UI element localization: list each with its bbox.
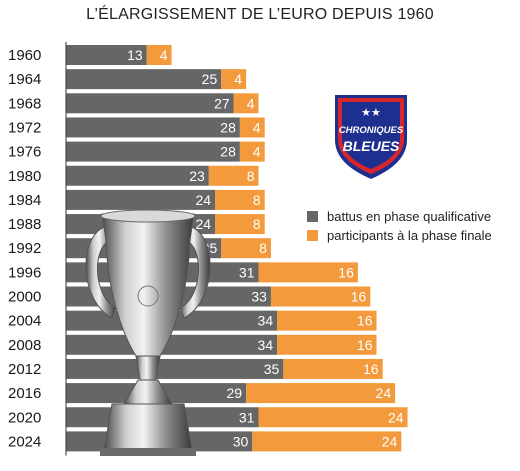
bar-qualif	[66, 69, 222, 90]
data-label: 4	[253, 119, 261, 135]
data-label: 23	[189, 168, 205, 184]
bar-final	[146, 45, 172, 65]
data-label: 24	[388, 409, 404, 425]
bar-final	[208, 165, 259, 186]
data-label: 25	[202, 71, 218, 87]
y-tick-label: 1964	[8, 71, 41, 88]
data-label: 34	[258, 313, 274, 329]
data-label: 28	[220, 144, 236, 160]
bar-qualif	[66, 334, 278, 355]
y-tick-label: 1996	[8, 264, 41, 281]
data-label: 24	[382, 433, 398, 449]
legend-label-final: participants à la phase finale	[327, 228, 492, 243]
y-tick-label: 1968	[8, 95, 41, 112]
data-label: 16	[357, 337, 373, 353]
bar-final	[258, 262, 358, 283]
legend-item-qualif: battus en phase qualificative	[307, 207, 492, 226]
data-label: 31	[239, 409, 255, 425]
data-label: 4	[247, 95, 255, 111]
data-label: 8	[253, 216, 261, 232]
legend-swatch-grey	[307, 211, 318, 222]
data-label: 4	[234, 71, 242, 87]
bar-final	[277, 334, 377, 355]
bar-final	[239, 141, 265, 162]
bar-qualif	[66, 93, 234, 114]
bar-qualif	[66, 141, 240, 162]
logo-stars: ★★	[361, 106, 381, 119]
data-label: 8	[253, 192, 261, 208]
bar-qualif	[66, 189, 216, 210]
bar-qualif	[66, 165, 209, 186]
data-label: 31	[239, 264, 255, 280]
y-tick-label: 1984	[8, 192, 41, 209]
data-label: 30	[233, 433, 249, 449]
bar-final	[239, 117, 265, 138]
bar-final	[283, 358, 383, 379]
chart-legend: battus en phase qualificative participan…	[307, 207, 492, 245]
y-tick-label: 1980	[8, 168, 41, 185]
data-label: 16	[351, 289, 367, 305]
y-tick-label: 2024	[8, 433, 41, 450]
legend-swatch-orange	[307, 230, 318, 241]
data-label: 16	[363, 361, 379, 377]
data-label: 35	[264, 361, 280, 377]
y-tick-label: 2016	[8, 385, 41, 402]
data-label: 4	[253, 144, 261, 160]
bar-final	[215, 189, 265, 210]
data-label: 4	[160, 47, 168, 63]
y-tick-label: 1976	[8, 144, 41, 161]
data-label: 8	[247, 168, 255, 184]
bar-final	[277, 310, 377, 331]
bar-final	[252, 431, 402, 452]
data-label: 24	[195, 192, 211, 208]
legend-item-final: participants à la phase finale	[307, 226, 492, 245]
data-label: 34	[258, 337, 274, 353]
y-tick-label: 1992	[8, 240, 41, 257]
data-label: 13	[127, 47, 143, 63]
trophy-illustration	[85, 209, 211, 456]
y-tick-label: 2004	[8, 313, 41, 330]
data-label: 27	[214, 95, 230, 111]
chroniques-bleues-logo: ★★ CHRONIQUES BLEUES	[333, 93, 409, 182]
y-tick-label: 2008	[8, 337, 41, 354]
bar-qualif	[66, 45, 147, 65]
bar-final	[258, 407, 408, 428]
y-tick-label: 1972	[8, 119, 41, 136]
y-tick-label: 1960	[8, 47, 41, 64]
y-tick-label: 1988	[8, 216, 41, 233]
legend-label-qualif: battus en phase qualificative	[327, 209, 492, 224]
data-label: 8	[259, 240, 267, 256]
logo-line2: BLEUES	[343, 138, 400, 154]
data-label: 28	[220, 119, 236, 135]
logo-line1: CHRONIQUES	[339, 125, 404, 136]
y-tick-label: 2012	[8, 361, 41, 378]
y-tick-label: 2020	[8, 409, 41, 426]
bar-final	[215, 214, 265, 235]
bar-qualif	[66, 358, 284, 379]
data-label: 16	[338, 264, 354, 280]
bar-final	[221, 69, 247, 90]
data-label: 16	[357, 313, 373, 329]
data-label: 29	[227, 385, 243, 401]
y-tick-label: 2000	[8, 289, 41, 306]
bar-final	[233, 93, 259, 114]
bar-qualif	[66, 117, 240, 138]
data-label: 33	[251, 289, 267, 305]
bar-final	[270, 286, 371, 307]
data-label: 24	[195, 216, 211, 232]
bar-final	[221, 238, 271, 259]
data-label: 24	[376, 385, 392, 401]
chart-title: L’ÉLARGISSEMENT DE L’EURO DEPUIS 1960	[86, 6, 434, 23]
bar-final	[246, 383, 396, 404]
